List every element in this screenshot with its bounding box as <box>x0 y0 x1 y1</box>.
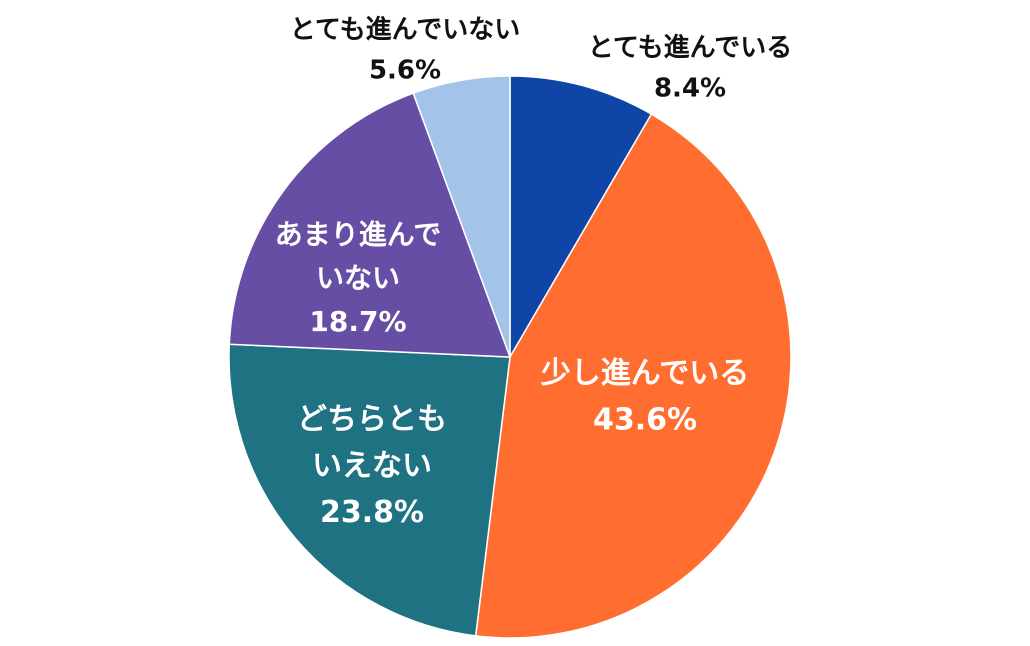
pie-slice <box>509 75 653 360</box>
slice-value-label: 18.7% <box>309 305 406 338</box>
pie-slice <box>228 92 512 358</box>
slice-category-label: どちらとも <box>297 402 447 437</box>
slice-category-label: いえない <box>312 448 432 483</box>
slice-label: とても進んでいる 8.4% <box>588 33 793 103</box>
slice-value-label: 5.6% <box>369 55 441 85</box>
pie-slice <box>228 343 511 637</box>
slice-category-label: いない <box>316 261 400 294</box>
pie-slice <box>412 75 511 358</box>
slice-label: どちらともいえない 23.8% <box>297 402 447 530</box>
slice-label: とても進んでいない 5.6% <box>290 15 521 85</box>
slice-value-label: 43.6% <box>593 402 697 437</box>
slice-category-label: あまり進んで <box>275 218 442 251</box>
slice-category-label: とても進んでいる <box>588 33 793 63</box>
slice-category-label: とても進んでいない <box>290 15 521 45</box>
slice-value-label: 23.8% <box>320 495 424 530</box>
slice-category-label: 少し進んでいる <box>541 356 750 391</box>
pie-slices <box>228 75 792 639</box>
slice-label: 少し進んでいる 43.6% <box>541 356 750 438</box>
pie-labels: とても進んでいる 8.4% 少し進んでいる 43.6% どちらともいえない 23.8% あま… <box>275 15 793 530</box>
slice-value-label: 8.4% <box>654 73 726 103</box>
pie-slice <box>474 113 792 639</box>
slice-label: あまり進んでいない 18.7% <box>275 218 442 338</box>
